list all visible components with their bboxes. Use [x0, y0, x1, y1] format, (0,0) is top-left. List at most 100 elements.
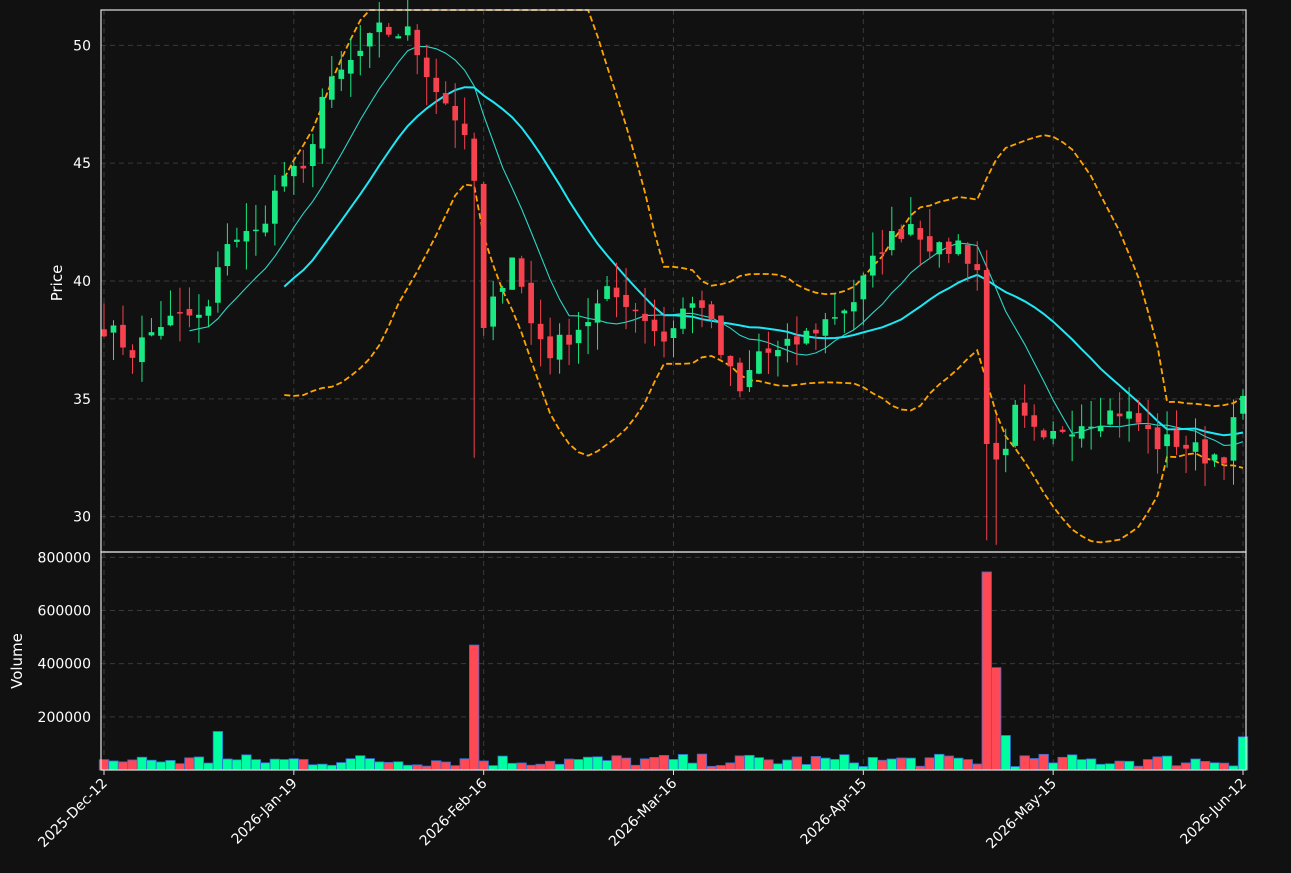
- volume-bar: [345, 758, 356, 771]
- volume-bar: [488, 765, 499, 771]
- candle-body: [1164, 434, 1170, 447]
- candle-body: [452, 105, 459, 121]
- candle-body: [898, 228, 905, 239]
- volume-bar: [288, 758, 299, 771]
- candle-body: [1230, 417, 1237, 461]
- volume-bar: [820, 757, 831, 771]
- volume-bar: [393, 761, 404, 771]
- volume-bar: [307, 764, 318, 771]
- candle-body: [272, 190, 278, 224]
- price-tick-label: 50: [73, 38, 91, 54]
- volume-bar: [981, 571, 992, 771]
- candle-body: [585, 322, 591, 327]
- volume-bar: [1067, 754, 1078, 771]
- volume-bar: [279, 759, 290, 771]
- volume-bar: [412, 764, 423, 771]
- candle-body: [376, 22, 383, 33]
- volume-bar: [782, 759, 793, 771]
- candle-body: [129, 350, 136, 358]
- candle-body: [566, 334, 572, 345]
- candle-body: [1116, 413, 1123, 417]
- candle-body: [471, 138, 478, 181]
- candle-body: [499, 288, 506, 292]
- candle-body: [366, 33, 373, 47]
- candle-body: [993, 442, 1000, 460]
- volume-bar: [136, 756, 148, 771]
- candle-body: [385, 26, 392, 35]
- candle-body: [813, 329, 819, 334]
- candle-body: [1097, 425, 1104, 432]
- volume-bar: [772, 763, 784, 771]
- volume-bar: [1161, 755, 1173, 771]
- volume-bar: [374, 761, 385, 771]
- candle-body: [404, 26, 411, 36]
- candle-body: [148, 332, 155, 336]
- volume-bar: [687, 762, 698, 771]
- candle-body: [1021, 402, 1028, 416]
- candle-body: [860, 275, 867, 300]
- volume-bar: [886, 758, 897, 771]
- bollinger-lower-line: [284, 183, 1244, 544]
- candle-body: [1088, 426, 1094, 429]
- volume-bar: [146, 759, 157, 771]
- candle-body: [689, 303, 696, 308]
- candle-body: [1031, 415, 1038, 427]
- candle-body: [945, 241, 952, 254]
- candle-body: [243, 231, 250, 242]
- volume-bar: [298, 759, 309, 771]
- volume-bar: [544, 760, 556, 771]
- volume-bar: [127, 759, 138, 771]
- volume-bar: [592, 756, 603, 771]
- candle-body: [955, 240, 962, 255]
- volume-bar: [620, 757, 632, 771]
- volume-bar: [260, 762, 271, 771]
- volume-bar: [677, 754, 689, 771]
- volume-bar: [383, 761, 394, 771]
- candle-body: [670, 328, 677, 339]
- candle-body: [234, 239, 240, 242]
- volume-bar: [469, 644, 480, 771]
- volume-bar: [1048, 762, 1059, 771]
- candle-body: [556, 334, 563, 360]
- candle-body: [120, 324, 126, 348]
- candle-body: [319, 96, 326, 149]
- candle-body: [708, 304, 715, 320]
- volume-bar: [611, 755, 622, 771]
- volume-tick-label: 800000: [38, 550, 91, 566]
- x-tick-label: 2026-Apr-15: [798, 776, 871, 849]
- volume-axis-label: Volume: [8, 633, 26, 689]
- candle-body: [1135, 413, 1142, 423]
- candle-body: [594, 303, 601, 323]
- volume-bar: [269, 758, 280, 771]
- volume-bar: [165, 760, 176, 771]
- volume-bar: [896, 757, 907, 771]
- candle-body: [101, 329, 107, 337]
- candle-body: [974, 264, 981, 271]
- volume-bar: [934, 753, 945, 771]
- candle-body: [300, 165, 307, 169]
- candle-body: [1012, 404, 1019, 446]
- volume-bar: [525, 764, 537, 771]
- candle-body: [1002, 448, 1009, 456]
- volume-bar: [193, 756, 205, 771]
- candle-body: [490, 296, 497, 327]
- candle-body: [357, 50, 364, 57]
- candle-body: [309, 144, 316, 167]
- candle-body: [756, 351, 762, 374]
- volume-bar: [108, 760, 119, 771]
- volume-bar: [563, 758, 575, 771]
- candle-body: [528, 282, 534, 324]
- candle-body: [575, 329, 582, 344]
- x-tick-label: 2026-Jun-12: [1178, 776, 1250, 848]
- candle-body: [253, 229, 259, 232]
- x-tick-label: 2026-Mar-16: [606, 775, 680, 849]
- candle-body: [661, 331, 667, 342]
- candle-body: [338, 69, 345, 79]
- volume-bar: [1199, 761, 1211, 771]
- sma-fast-line: [189, 45, 1244, 446]
- candle-body: [1069, 434, 1075, 437]
- candle-body: [869, 255, 876, 276]
- candle-body: [414, 29, 421, 56]
- candle-body: [879, 252, 886, 254]
